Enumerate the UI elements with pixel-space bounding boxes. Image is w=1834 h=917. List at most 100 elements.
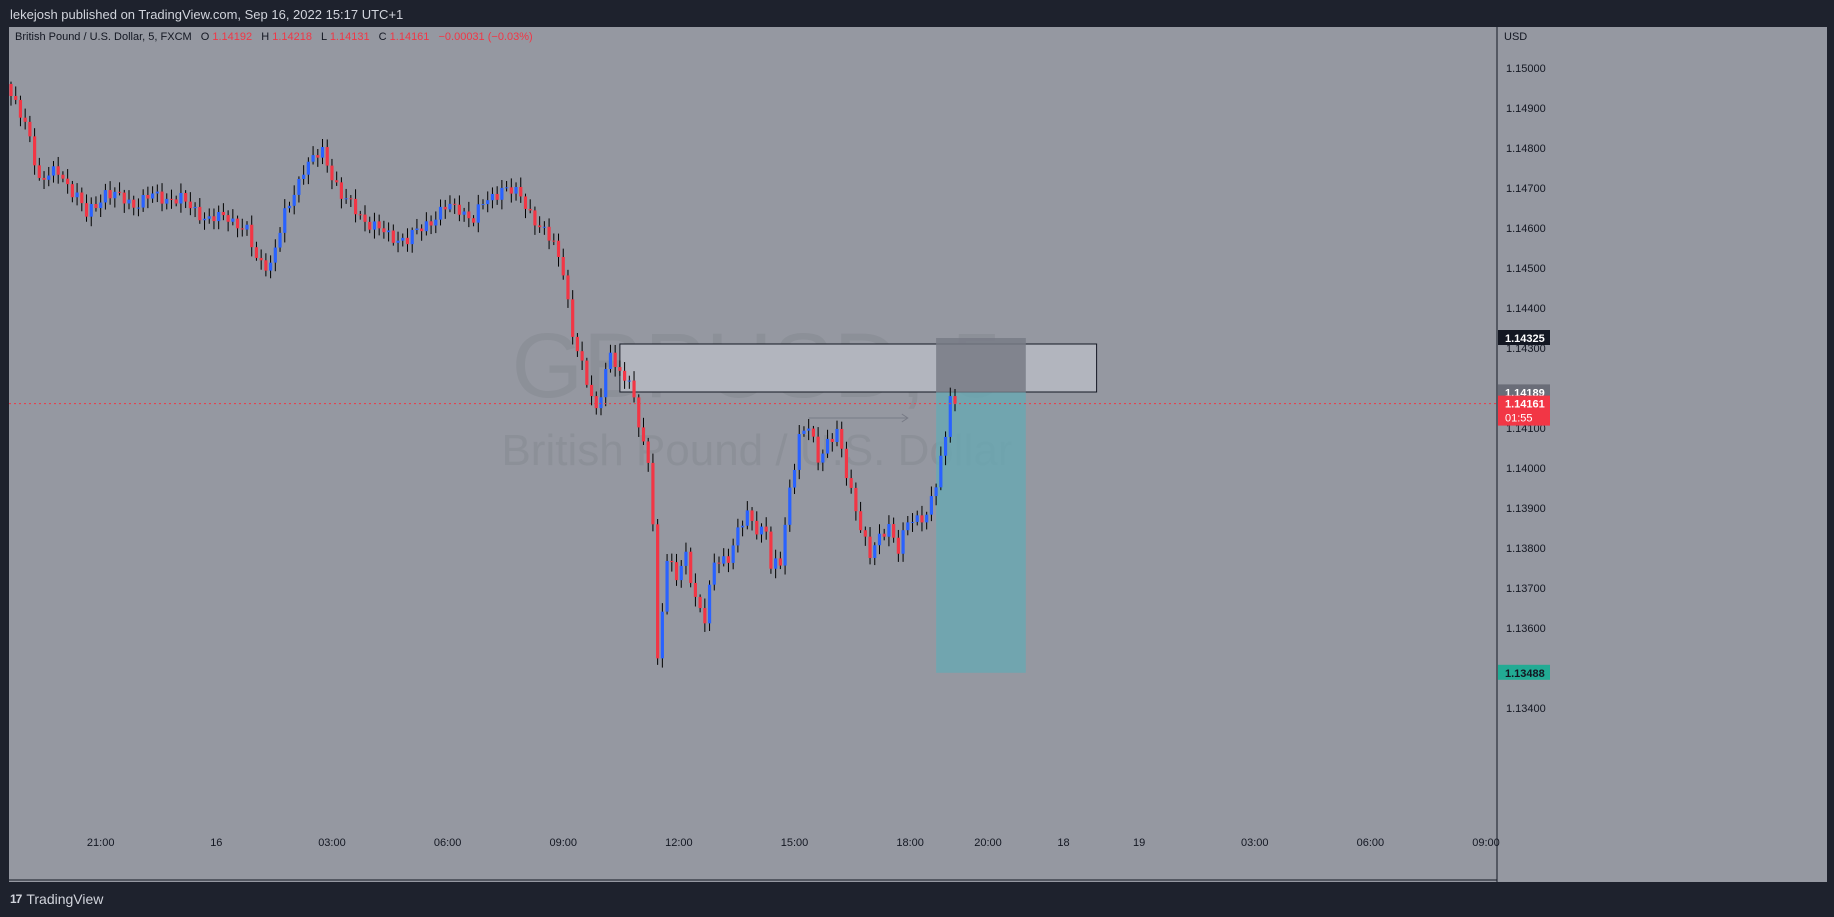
legend-open-key: O bbox=[201, 31, 210, 43]
candle-up bbox=[797, 433, 801, 470]
candle-down bbox=[221, 211, 225, 216]
candle-down bbox=[23, 117, 27, 122]
candle-down bbox=[405, 237, 410, 245]
candle-down bbox=[561, 257, 565, 276]
candle-up bbox=[745, 510, 749, 526]
candle-down bbox=[264, 260, 268, 271]
legend-low-value: 1.14131 bbox=[330, 31, 370, 43]
candle-down bbox=[240, 228, 244, 230]
footer-brand: TradingView bbox=[26, 891, 104, 907]
candle-down bbox=[703, 608, 707, 624]
candle-down bbox=[859, 511, 863, 531]
candle-up bbox=[302, 174, 306, 179]
zones-layer bbox=[619, 338, 1098, 673]
time-tick-label: 15:00 bbox=[781, 837, 809, 849]
candle-up bbox=[943, 436, 948, 456]
candle-up bbox=[486, 200, 490, 205]
candle-up bbox=[396, 240, 400, 243]
candle-up bbox=[915, 515, 919, 522]
candle-down bbox=[811, 428, 815, 437]
candle-down bbox=[840, 428, 844, 449]
candle-down bbox=[953, 396, 957, 404]
price-tick-label: 1.14500 bbox=[1506, 263, 1546, 275]
candle-down bbox=[42, 177, 46, 180]
candle-up bbox=[113, 191, 117, 199]
candle-down bbox=[693, 582, 697, 597]
candle-down bbox=[689, 551, 693, 583]
candle-down bbox=[778, 558, 782, 566]
candle-up bbox=[141, 194, 145, 208]
time-axis[interactable]: 21:00 16 03:00 06:00 09:00 12:00 15:00 18:00 20:… bbox=[9, 837, 1500, 881]
price-marker-value: 1.14325 bbox=[1505, 333, 1545, 345]
stop-loss-zone[interactable] bbox=[936, 338, 1026, 393]
tradingview-logo[interactable]: 17 TradingView bbox=[10, 891, 103, 907]
candle-down bbox=[117, 191, 122, 193]
candle-up bbox=[476, 204, 480, 223]
candle-up bbox=[155, 191, 159, 194]
candle-up bbox=[434, 219, 438, 226]
candle-down bbox=[443, 206, 447, 210]
take-profit-zone[interactable] bbox=[936, 392, 1026, 673]
price-tick-label: 1.13700 bbox=[1506, 583, 1546, 595]
candle-down bbox=[863, 530, 867, 537]
time-tick-label: 09:00 bbox=[1472, 837, 1500, 849]
candle-up bbox=[774, 558, 778, 569]
legend-symbol: British Pound / U.S. Dollar, 5, FXCM bbox=[15, 31, 192, 43]
candle-down bbox=[589, 384, 594, 397]
candle-down bbox=[575, 336, 579, 352]
candle-down bbox=[198, 206, 202, 221]
candle-up bbox=[910, 521, 915, 523]
legend-close-key: C bbox=[379, 31, 387, 43]
candle-up bbox=[320, 147, 325, 158]
candle-down bbox=[188, 201, 192, 209]
chart-pane[interactable]: GBPUSD, 5 British Pound / U.S. Dollar US… bbox=[9, 27, 1827, 882]
candle-up bbox=[500, 187, 504, 200]
candle-up bbox=[707, 584, 712, 624]
candle-down bbox=[726, 556, 731, 563]
candle-down bbox=[368, 221, 372, 230]
candle-down bbox=[70, 184, 74, 198]
candle-up bbox=[151, 193, 155, 199]
candle-up bbox=[514, 186, 518, 194]
candle-down bbox=[674, 562, 679, 581]
candle-up bbox=[245, 224, 249, 230]
candle-up bbox=[136, 207, 141, 209]
candle-down bbox=[349, 198, 353, 200]
candle-up bbox=[934, 487, 938, 497]
candle-up bbox=[448, 203, 452, 210]
candle-up bbox=[877, 533, 882, 546]
legend-change-value: −0.00031 (−0.03%) bbox=[438, 31, 532, 43]
price-tick-label: 1.14800 bbox=[1506, 143, 1546, 155]
candle-up bbox=[712, 562, 716, 585]
candle-up bbox=[925, 514, 929, 523]
price-tick-label: 1.13600 bbox=[1506, 623, 1546, 635]
candle-up bbox=[306, 161, 310, 175]
candle-down bbox=[868, 536, 872, 558]
candle-up bbox=[788, 487, 792, 525]
chart-svg[interactable]: GBPUSD, 5 British Pound / U.S. Dollar US… bbox=[9, 27, 1827, 882]
candle-up bbox=[873, 545, 877, 558]
candle-down bbox=[849, 478, 853, 488]
candle-up bbox=[273, 247, 277, 263]
candle-down bbox=[339, 182, 343, 199]
candle-up bbox=[505, 187, 509, 189]
time-tick-label: 18:00 bbox=[896, 837, 924, 849]
candle-down bbox=[830, 438, 834, 442]
candles-layer bbox=[9, 81, 957, 668]
candle-down bbox=[363, 214, 367, 222]
price-axis-marker: 1.13488 bbox=[1498, 664, 1550, 680]
candle-up bbox=[783, 524, 787, 566]
candle-down bbox=[471, 218, 476, 223]
price-tick-label: 1.14300 bbox=[1506, 343, 1546, 355]
tv-logo-icon: 17 bbox=[10, 892, 22, 906]
price-tick-label: 1.14700 bbox=[1506, 183, 1546, 195]
time-tick-label: 03:00 bbox=[1241, 837, 1269, 849]
candle-down bbox=[552, 240, 556, 242]
candle-down bbox=[646, 441, 650, 463]
time-tick-label: 06:00 bbox=[434, 837, 462, 849]
candle-up bbox=[47, 175, 51, 180]
candle-up bbox=[627, 380, 631, 382]
price-axis-marker: 1.14325 bbox=[1498, 330, 1550, 345]
price-axis[interactable]: USD 1.15000 1.14900 1.14800 1.14700 1.14600 1… bbox=[1496, 27, 1550, 882]
candle-up bbox=[679, 565, 683, 581]
